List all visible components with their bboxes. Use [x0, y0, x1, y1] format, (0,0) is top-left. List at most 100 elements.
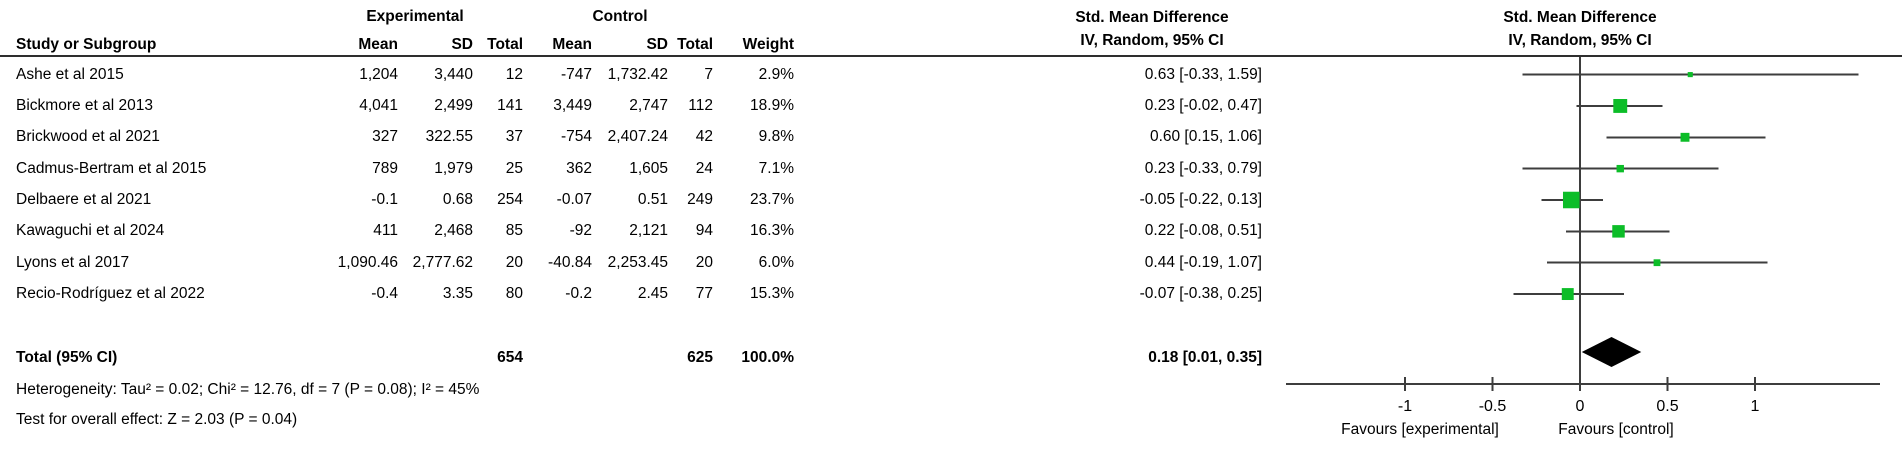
cell-ctrl-total: 112 [688, 97, 713, 115]
total-exp-total: 654 [497, 349, 523, 366]
total-ci: 0.18 [0.01, 0.35] [1148, 349, 1262, 366]
cell-ctrl-sd: 0.51 [637, 191, 668, 209]
cell-exp-total: 254 [497, 191, 523, 209]
cell-exp-total: 12 [505, 65, 523, 83]
cell-ci: 0.23 [-0.33, 0.79] [1144, 159, 1262, 177]
smd-header-plot: Std. Mean Difference IV, Random, 95% CI [1503, 6, 1656, 52]
cell-exp-total: 85 [505, 222, 523, 240]
cell-study: Lyons et al 2017 [16, 253, 130, 271]
cell-ci: 0.63 [-0.33, 1.59] [1144, 65, 1262, 83]
cell-study: Recio-Rodríguez et al 2022 [16, 285, 205, 303]
cell-ctrl-mean: -92 [569, 222, 592, 240]
cell-ctrl-mean: 3,449 [553, 97, 592, 115]
column-header-row: Study or Subgroup Mean SD Total Mean SD … [0, 28, 1902, 54]
table-row: Kawaguchi et al 2024 411 2,468 85 -92 2,121 94… [0, 216, 1886, 247]
cell-weight: 9.8% [758, 128, 794, 146]
cell-ctrl-sd: 2,253.45 [607, 253, 668, 271]
cell-exp-total: 20 [505, 253, 523, 271]
table-row: Delbaere et al 2021 -0.1 0.68 254 -0.07 0.51 2… [0, 184, 1886, 215]
total-label: Total (95% CI) [16, 349, 118, 366]
axis-tick-label: -0.5 [1479, 398, 1507, 415]
cell-ctrl-total: 94 [695, 222, 713, 240]
cell-study: Cadmus-Bertram et al 2015 [16, 159, 207, 177]
table-row: Ashe et al 2015 1,204 3,440 12 -747 1,732.42 7… [0, 59, 1886, 90]
heterogeneity-text: Heterogeneity: Tau² = 0.02; Chi² = 12.76… [16, 381, 480, 398]
cell-exp-mean: 4,041 [359, 97, 398, 115]
col-header-ctrl-mean: Mean [552, 36, 592, 53]
cell-weight: 7.1% [758, 159, 794, 177]
cell-exp-total: 80 [505, 285, 523, 303]
cell-exp-sd: 1,979 [434, 159, 473, 177]
cell-ctrl-sd: 2.45 [637, 285, 668, 303]
cell-exp-sd: 2,499 [434, 97, 473, 115]
total-weight: 100.0% [741, 349, 794, 366]
table-row: Cadmus-Bertram et al 2015 789 1,979 25 362 1,… [0, 153, 1886, 184]
cell-exp-sd: 2,468 [434, 222, 473, 240]
cell-weight: 23.7% [750, 191, 794, 209]
smd-header-table-line2: IV, Random, 95% CI [1080, 32, 1224, 49]
axis-tick-label: 0 [1576, 398, 1585, 415]
cell-ctrl-mean: -747 [560, 65, 592, 83]
table-row: Lyons et al 2017 1,090.46 2,777.62 20 -40.84… [0, 247, 1886, 278]
cell-exp-mean: 789 [372, 159, 398, 177]
cell-ci: 0.22 [-0.08, 0.51] [1144, 222, 1262, 240]
cell-ctrl-total: 77 [695, 285, 713, 303]
cell-study: Brickwood et al 2021 [16, 128, 160, 146]
cell-ctrl-total: 249 [687, 191, 713, 209]
axis-tick-label: -1 [1398, 398, 1412, 415]
table-row: Brickwood et al 2021 327 322.55 37 -754 2,407… [0, 122, 1886, 153]
cell-exp-sd: 0.68 [442, 191, 473, 209]
cell-exp-sd: 322.55 [425, 128, 473, 146]
cell-ctrl-total: 42 [695, 128, 713, 146]
cell-weight: 16.3% [750, 222, 794, 240]
cell-exp-mean: -0.1 [371, 191, 398, 209]
smd-header-plot-line2: IV, Random, 95% CI [1508, 32, 1652, 49]
cell-exp-sd: 2,777.62 [412, 253, 473, 271]
cell-weight: 6.0% [758, 253, 794, 271]
favours-control-label: Favours [control] [1558, 421, 1674, 438]
smd-header-table: Std. Mean Difference IV, Random, 95% CI [1075, 6, 1228, 52]
cell-ctrl-total: 20 [695, 253, 713, 271]
cell-ctrl-sd: 1,732.42 [607, 65, 668, 83]
col-header-exp-mean: Mean [358, 36, 398, 53]
cell-exp-mean: 1,090.46 [337, 253, 398, 271]
total-row: Total (95% CI) 654 625 100.0% 0.18 [0.01… [0, 344, 1902, 372]
cell-exp-mean: 327 [372, 128, 398, 146]
cell-exp-mean: 411 [373, 222, 398, 240]
smd-header-plot-line1: Std. Mean Difference [1503, 9, 1657, 26]
cell-ctrl-mean: -0.2 [565, 285, 592, 303]
cell-exp-total: 141 [497, 97, 523, 115]
cell-study: Ashe et al 2015 [16, 65, 124, 83]
cell-weight: 18.9% [750, 97, 794, 115]
cell-exp-mean: -0.4 [371, 285, 398, 303]
cell-ctrl-mean: -0.07 [556, 191, 592, 209]
cell-ctrl-mean: 362 [566, 159, 592, 177]
cell-ci: -0.07 [-0.38, 0.25] [1139, 285, 1262, 303]
table-row: Bickmore et al 2013 4,041 2,499 141 3,449 2,7… [0, 90, 1886, 121]
cell-weight: 15.3% [750, 285, 794, 303]
cell-ci: -0.05 [-0.22, 0.13] [1139, 191, 1262, 209]
col-header-weight: Weight [742, 36, 794, 53]
study-rows: Ashe et al 2015 1,204 3,440 12 -747 1,732.42 7… [0, 59, 1886, 310]
col-header-exp-sd: SD [451, 36, 473, 53]
cell-study: Delbaere et al 2021 [16, 191, 152, 209]
cell-exp-sd: 3,440 [434, 65, 473, 83]
table-row: Recio-Rodríguez et al 2022 -0.4 3.35 80 -0.2… [0, 278, 1886, 309]
group-header-experimental: Experimental [366, 8, 464, 25]
cell-weight: 2.9% [758, 65, 794, 83]
cell-ctrl-mean: -40.84 [548, 253, 592, 271]
axis-tick-label: 1 [1751, 398, 1760, 415]
smd-header-table-line1: Std. Mean Difference [1075, 9, 1229, 26]
axis-tick-label: 0.5 [1656, 398, 1678, 415]
group-header-control: Control [592, 8, 648, 25]
favours-experimental-label: Favours [experimental] [1341, 421, 1499, 438]
cell-ctrl-total: 24 [695, 159, 713, 177]
col-header-ctrl-total: Total [677, 36, 713, 53]
col-header-exp-total: Total [487, 36, 523, 53]
cell-exp-sd: 3.35 [442, 285, 473, 303]
cell-exp-mean: 1,204 [359, 65, 398, 83]
cell-study: Kawaguchi et al 2024 [16, 222, 165, 240]
cell-ci: 0.44 [-0.19, 1.07] [1144, 253, 1262, 271]
cell-ctrl-sd: 2,747 [629, 97, 668, 115]
